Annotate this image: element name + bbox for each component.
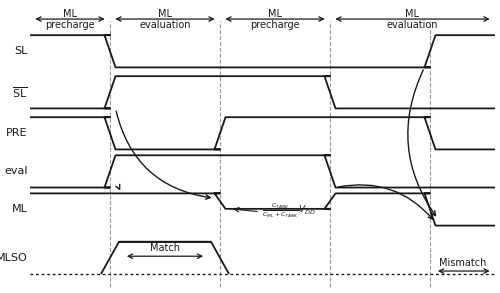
Text: ML
evaluation: ML evaluation: [139, 9, 191, 30]
Text: PRE: PRE: [6, 128, 28, 138]
Text: Match: Match: [150, 243, 180, 253]
Text: $\overline{\mathrm{SL}}$: $\overline{\mathrm{SL}}$: [12, 85, 28, 100]
Text: MLSO: MLSO: [0, 253, 28, 263]
Text: Mismatch: Mismatch: [439, 258, 486, 268]
Text: ML
evaluation: ML evaluation: [387, 9, 438, 30]
Text: ML
precharge: ML precharge: [250, 9, 300, 30]
Text: ML: ML: [12, 205, 28, 214]
Text: ML
precharge: ML precharge: [45, 9, 95, 30]
Text: $\frac{C_{TANK}}{C_{ML}+C_{TANK}}$$V_{DD}$: $\frac{C_{TANK}}{C_{ML}+C_{TANK}}$$V_{DD…: [262, 201, 316, 220]
Text: eval: eval: [4, 166, 28, 176]
Text: SL: SL: [14, 46, 28, 56]
